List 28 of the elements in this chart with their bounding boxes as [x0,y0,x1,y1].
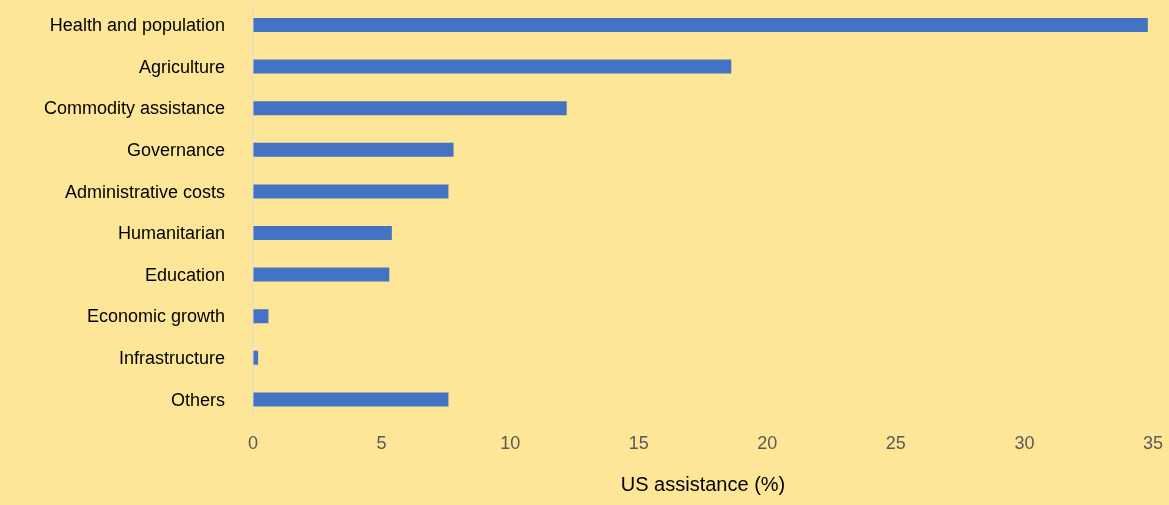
bar [253,309,269,324]
y-tick-label: Commodity assistance [43,98,225,119]
bar [253,184,449,199]
y-tick-label: Agriculture [138,56,225,77]
bar [253,101,567,116]
y-tick-label: Education [144,264,225,285]
x-tick-label: 25 [885,432,906,453]
x-tick-label: 35 [1142,432,1164,453]
y-tick-label: Governance [126,139,225,160]
y-tick-label: Humanitarian [117,223,225,244]
bar [253,18,1148,32]
bar [253,267,390,282]
bar [253,226,392,240]
y-tick-label: Administrative costs [64,181,225,202]
bar [253,392,449,407]
y-tick-label: Economic growth [86,306,225,327]
y-tick-label: Health and population [49,15,225,36]
y-tick-label: Infrastructure [118,347,225,368]
x-axis-title: US assistance (%) [620,473,786,495]
bar [253,59,732,74]
bar [253,142,454,157]
x-tick-label: 20 [757,432,778,453]
x-tick-label: 30 [1014,432,1035,453]
y-tick-label: Others [170,389,225,410]
x-tick-label: 5 [376,432,387,453]
x-tick-label: 0 [247,432,259,453]
x-tick-label: 15 [628,432,649,453]
x-tick-label: 10 [500,432,521,453]
